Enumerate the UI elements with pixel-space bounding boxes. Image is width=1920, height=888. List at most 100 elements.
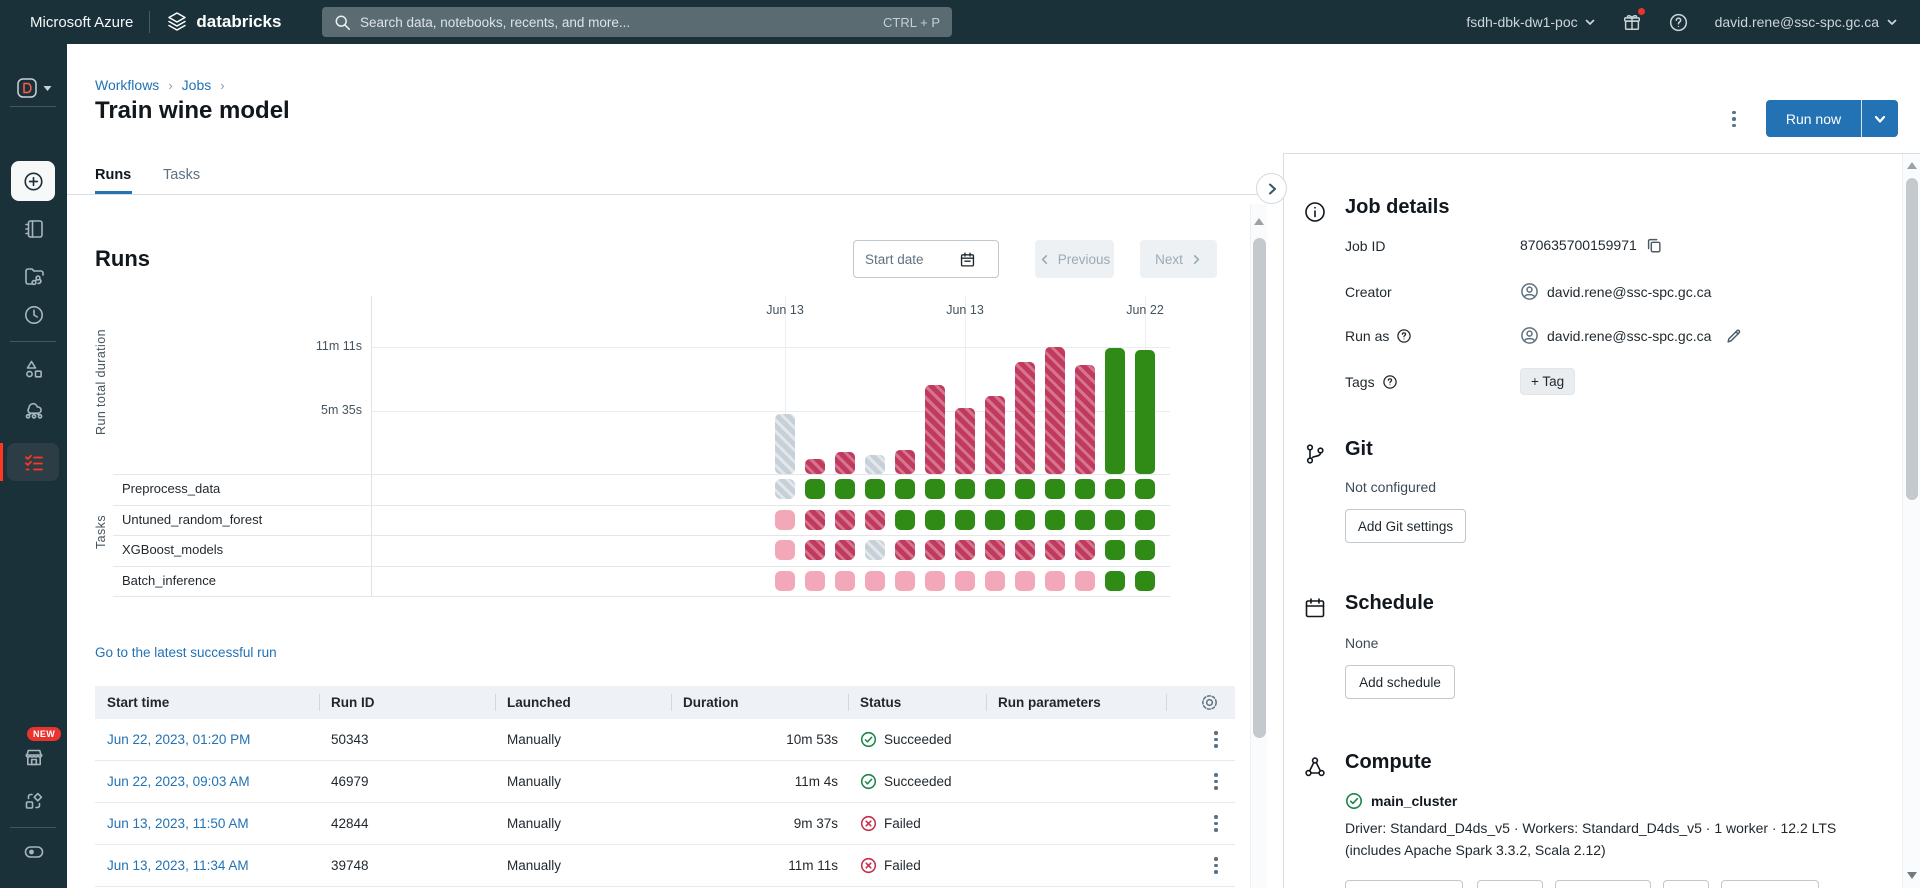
task-status-cell[interactable] bbox=[925, 540, 945, 560]
help-circle-icon[interactable] bbox=[1382, 374, 1398, 390]
task-status-cell[interactable] bbox=[895, 479, 915, 499]
task-status-cell[interactable] bbox=[1075, 479, 1095, 499]
task-status-cell[interactable] bbox=[775, 510, 795, 530]
run-start-time-link[interactable]: Jun 22, 2023, 09:03 AM bbox=[95, 774, 319, 789]
copy-icon[interactable] bbox=[1645, 236, 1663, 254]
task-status-cell[interactable] bbox=[835, 510, 855, 530]
task-status-cell[interactable] bbox=[805, 510, 825, 530]
user-menu[interactable]: david.rene@ssc-spc.gc.ca bbox=[1715, 14, 1898, 30]
help-button[interactable] bbox=[1668, 12, 1689, 33]
column-header[interactable]: Duration bbox=[671, 695, 848, 710]
run-duration-bar[interactable] bbox=[1075, 365, 1095, 474]
run-start-time-link[interactable]: Jun 22, 2023, 01:20 PM bbox=[95, 732, 319, 747]
row-actions-menu[interactable] bbox=[1166, 813, 1235, 835]
sidebar-item-feature-toggle[interactable] bbox=[12, 833, 55, 871]
sidebar-item-workflows[interactable] bbox=[12, 390, 55, 428]
task-status-cell[interactable] bbox=[1015, 479, 1035, 499]
task-status-cell[interactable] bbox=[1105, 479, 1125, 499]
task-status-cell[interactable] bbox=[1075, 571, 1095, 591]
run-duration-bar[interactable] bbox=[895, 450, 915, 474]
task-status-cell[interactable] bbox=[865, 479, 885, 499]
task-status-cell[interactable] bbox=[835, 540, 855, 560]
cutoff-button[interactable] bbox=[1477, 880, 1543, 888]
task-status-cell[interactable] bbox=[1045, 479, 1065, 499]
row-actions-menu[interactable] bbox=[1166, 729, 1235, 751]
run-duration-bar[interactable] bbox=[1045, 347, 1065, 474]
task-status-cell[interactable] bbox=[865, 571, 885, 591]
content-scrollbar[interactable] bbox=[1250, 204, 1267, 888]
add-schedule-button[interactable]: Add schedule bbox=[1345, 665, 1455, 699]
task-status-cell[interactable] bbox=[1105, 540, 1125, 560]
task-status-cell[interactable] bbox=[1135, 571, 1155, 591]
task-status-cell[interactable] bbox=[955, 479, 975, 499]
databricks-logo[interactable]: databricks bbox=[166, 11, 281, 33]
task-status-cell[interactable] bbox=[835, 479, 855, 499]
cluster-status-row[interactable]: main_cluster bbox=[1345, 792, 1457, 810]
global-search[interactable]: CTRL + P bbox=[322, 7, 952, 37]
task-status-cell[interactable] bbox=[985, 571, 1005, 591]
task-status-cell[interactable] bbox=[1135, 540, 1155, 560]
cutoff-button[interactable] bbox=[1555, 880, 1651, 888]
task-status-cell[interactable] bbox=[895, 510, 915, 530]
task-status-cell[interactable] bbox=[805, 571, 825, 591]
column-header[interactable]: Launched bbox=[495, 695, 671, 710]
run-duration-bar[interactable] bbox=[805, 459, 825, 474]
task-status-cell[interactable] bbox=[1105, 571, 1125, 591]
collapse-panel-button[interactable] bbox=[1256, 173, 1287, 204]
task-status-cell[interactable] bbox=[985, 510, 1005, 530]
task-status-cell[interactable] bbox=[955, 571, 975, 591]
column-header[interactable]: Status bbox=[848, 695, 986, 710]
task-status-cell[interactable] bbox=[925, 479, 945, 499]
task-status-cell[interactable] bbox=[1105, 510, 1125, 530]
column-header[interactable]: Run parameters bbox=[986, 695, 1166, 710]
task-status-cell[interactable] bbox=[895, 540, 915, 560]
cutoff-button[interactable] bbox=[1721, 880, 1819, 888]
task-status-cell[interactable] bbox=[925, 571, 945, 591]
task-status-cell[interactable] bbox=[985, 540, 1005, 560]
task-status-cell[interactable] bbox=[895, 571, 915, 591]
sidebar-item-recents[interactable] bbox=[12, 296, 55, 334]
task-status-cell[interactable] bbox=[775, 571, 795, 591]
task-status-cell[interactable] bbox=[1045, 571, 1065, 591]
sidebar-item-partner-connect[interactable] bbox=[12, 782, 55, 820]
run-duration-bar[interactable] bbox=[835, 452, 855, 474]
task-status-cell[interactable] bbox=[1075, 540, 1095, 560]
run-duration-bar[interactable] bbox=[985, 396, 1005, 474]
table-settings-button[interactable] bbox=[1166, 693, 1235, 712]
content-scrollbar-thumb[interactable] bbox=[1253, 238, 1266, 738]
task-status-cell[interactable] bbox=[1045, 540, 1065, 560]
task-status-cell[interactable] bbox=[1045, 510, 1065, 530]
sidebar-item-side-panel[interactable] bbox=[12, 878, 55, 888]
task-status-cell[interactable] bbox=[955, 510, 975, 530]
task-status-cell[interactable] bbox=[1015, 540, 1035, 560]
sidebar-item-repos[interactable] bbox=[12, 257, 55, 295]
run-start-time-link[interactable]: Jun 13, 2023, 11:34 AM bbox=[95, 858, 319, 873]
task-status-cell[interactable] bbox=[805, 479, 825, 499]
task-status-cell[interactable] bbox=[955, 540, 975, 560]
sidebar-item-data[interactable] bbox=[12, 350, 55, 388]
run-duration-bar[interactable] bbox=[775, 414, 795, 474]
run-duration-bar[interactable] bbox=[925, 385, 945, 474]
run-duration-bar[interactable] bbox=[1105, 348, 1125, 474]
task-status-cell[interactable] bbox=[1015, 510, 1035, 530]
run-duration-bar[interactable] bbox=[1135, 350, 1155, 474]
column-header[interactable]: Run ID bbox=[319, 695, 495, 710]
panel-scrollbar[interactable] bbox=[1902, 154, 1920, 888]
task-status-cell[interactable] bbox=[865, 540, 885, 560]
task-status-cell[interactable] bbox=[865, 510, 885, 530]
run-duration-bar[interactable] bbox=[955, 408, 975, 474]
sidebar-workspace-switcher[interactable] bbox=[12, 69, 55, 107]
task-status-cell[interactable] bbox=[985, 479, 1005, 499]
help-circle-icon[interactable] bbox=[1396, 328, 1412, 344]
column-header[interactable]: Start time bbox=[95, 695, 319, 710]
sidebar-item-job-runs[interactable] bbox=[12, 443, 55, 481]
row-actions-menu[interactable] bbox=[1166, 855, 1235, 877]
run-start-time-link[interactable]: Jun 13, 2023, 11:50 AM bbox=[95, 816, 319, 831]
task-status-cell[interactable] bbox=[1135, 510, 1155, 530]
task-status-cell[interactable] bbox=[1075, 510, 1095, 530]
latest-successful-run-link[interactable]: Go to the latest successful run bbox=[95, 645, 277, 660]
task-status-cell[interactable] bbox=[835, 571, 855, 591]
add-tag-button[interactable]: + Tag bbox=[1520, 368, 1575, 395]
task-status-cell[interactable] bbox=[925, 510, 945, 530]
workspace-switcher[interactable]: fsdh-dbk-dw1-poc bbox=[1466, 14, 1595, 30]
